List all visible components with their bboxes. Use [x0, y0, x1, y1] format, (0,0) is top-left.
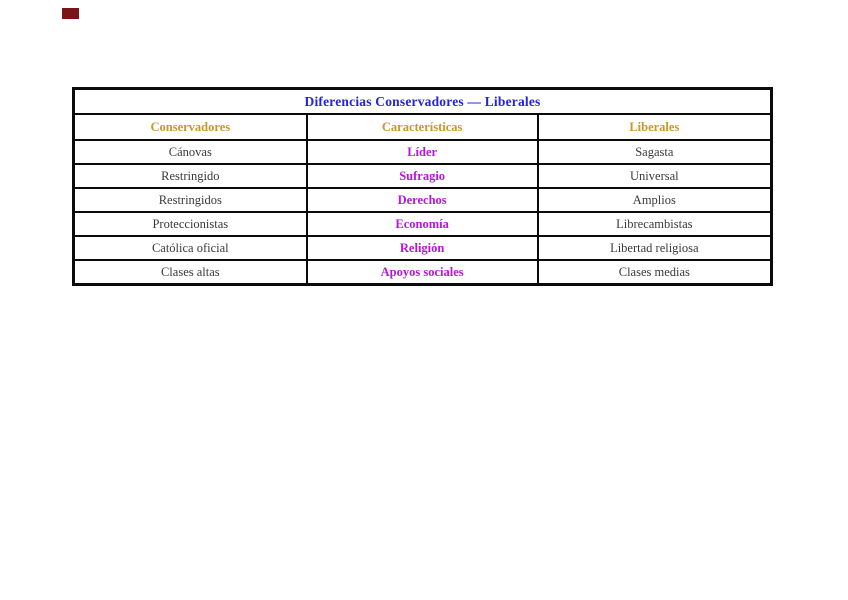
- table-row-lider: Cánovas Líder Sagasta: [72, 139, 773, 165]
- header-row: Conservadores Características Liberales: [72, 113, 773, 141]
- cell-liberales-lider: Sagasta: [536, 139, 773, 165]
- comparison-table: Diferencias Conservadores — Liberales Co…: [72, 87, 773, 286]
- cell-liberales-religion: Libertad religiosa: [536, 235, 773, 261]
- comparison-table-container: Diferencias Conservadores — Liberales Co…: [72, 87, 773, 286]
- table-row-apoyos-sociales: Clases altas Apoyos sociales Clases medi…: [72, 259, 773, 286]
- cell-liberales-apoyos: Clases medias: [536, 259, 773, 286]
- cell-category-lider: Líder: [305, 139, 539, 165]
- cell-conservadores-lider: Cánovas: [72, 139, 308, 165]
- column-header-conservadores: Conservadores: [72, 113, 308, 141]
- table-row-economia: Proteccionistas Economía Librecambistas: [72, 211, 773, 237]
- cell-category-apoyos: Apoyos sociales: [305, 259, 539, 286]
- table-row-sufragio: Restringido Sufragio Universal: [72, 163, 773, 189]
- cell-conservadores-apoyos: Clases altas: [72, 259, 308, 286]
- table-row-derechos: Restringidos Derechos Amplios: [72, 187, 773, 213]
- red-marker: [62, 8, 79, 19]
- cell-conservadores-religion: Católica oficial: [72, 235, 308, 261]
- cell-liberales-derechos: Amplios: [536, 187, 773, 213]
- cell-category-derechos: Derechos: [305, 187, 539, 213]
- cell-conservadores-economia: Proteccionistas: [72, 211, 308, 237]
- cell-category-religion: Religión: [305, 235, 539, 261]
- column-header-liberales: Liberales: [536, 113, 773, 141]
- cell-conservadores-sufragio: Restringido: [72, 163, 308, 189]
- cell-liberales-sufragio: Universal: [536, 163, 773, 189]
- cell-category-economia: Economía: [305, 211, 539, 237]
- cell-liberales-economia: Librecambistas: [536, 211, 773, 237]
- column-header-caracteristicas: Características: [305, 113, 539, 141]
- table-row-religion: Católica oficial Religión Libertad relig…: [72, 235, 773, 261]
- cell-conservadores-derechos: Restringidos: [72, 187, 308, 213]
- title-row: Diferencias Conservadores — Liberales: [72, 87, 773, 115]
- cell-category-sufragio: Sufragio: [305, 163, 539, 189]
- table-title: Diferencias Conservadores — Liberales: [72, 87, 773, 115]
